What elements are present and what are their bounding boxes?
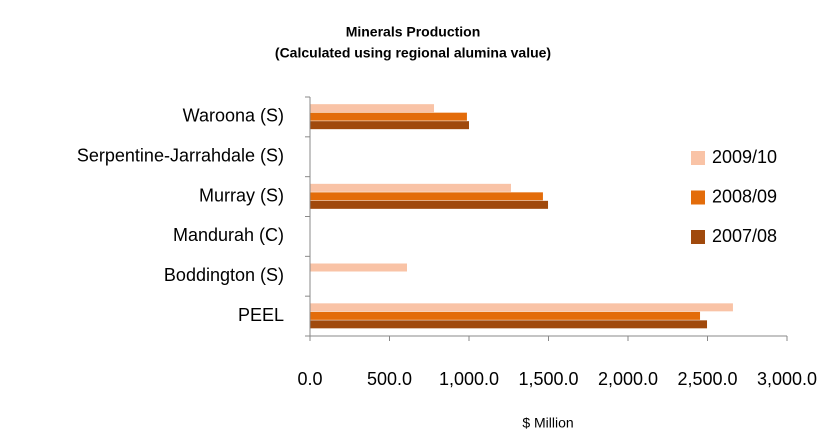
- legend-swatch: [691, 230, 705, 244]
- chart-title: Minerals Production: [346, 24, 481, 40]
- legend-label: 2007/08: [712, 226, 777, 246]
- x-tick-label: 3,000.0: [757, 369, 817, 389]
- bar: [310, 320, 708, 329]
- bar: [310, 104, 435, 113]
- y-tick-label: Waroona (S): [183, 106, 284, 126]
- legend-label: 2008/09: [712, 186, 777, 206]
- bar: [310, 200, 549, 209]
- x-tick-label: 0.0: [297, 369, 322, 389]
- legend-swatch: [691, 151, 705, 165]
- bar: [310, 303, 733, 312]
- x-tick-label: 1,000.0: [439, 369, 499, 389]
- y-tick-label: Murray (S): [199, 185, 284, 205]
- bar: [310, 112, 467, 121]
- x-tick-label: 1,500.0: [518, 369, 578, 389]
- y-tick-label: PEEL: [238, 305, 284, 325]
- bar: [310, 121, 469, 130]
- bar: [310, 311, 701, 320]
- y-tick-label: Mandurah (C): [173, 225, 284, 245]
- y-tick-label: Serpentine-Jarrahdale (S): [77, 146, 284, 166]
- x-tick-label: 500.0: [367, 369, 412, 389]
- legend-swatch: [691, 190, 705, 205]
- x-tick-label: 2,000.0: [598, 369, 658, 389]
- bar: [310, 192, 543, 201]
- legend-label: 2009/10: [712, 147, 777, 167]
- bar: [310, 263, 407, 272]
- x-axis-label: $ Million: [522, 415, 573, 431]
- x-tick-label: 2,500.0: [677, 369, 737, 389]
- bar: [310, 183, 511, 192]
- y-tick-label: Boddington (S): [164, 265, 284, 285]
- chart-subtitle: (Calculated using regional alumina value…: [275, 45, 551, 61]
